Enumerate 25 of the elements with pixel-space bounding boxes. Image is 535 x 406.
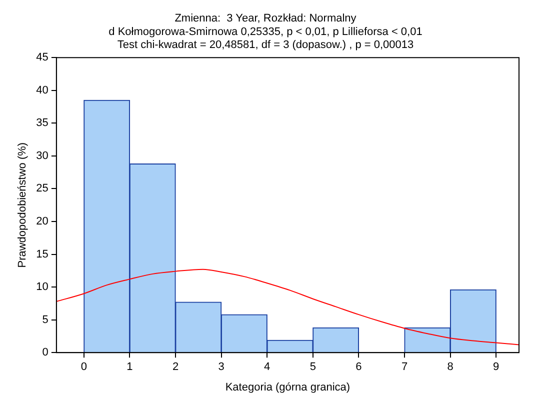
line-series — [56, 268, 519, 346]
x-axis-title: Kategoria (górna granica) — [225, 381, 350, 394]
y-tick-label: 40 — [36, 84, 48, 96]
y-tick-label: 0 — [42, 346, 48, 359]
chart-subtitle: d Kołmogorowa-Smirnowa 0,25335, p < 0,01, p Lillieforsa < 0,01 Test chi-kwadrat = 20,48581, df = 3 (dopasow.) , p = 0,00013 — [108, 26, 422, 52]
y-tick-label: 25 — [36, 182, 48, 195]
x-tick-label: 6 — [356, 361, 362, 374]
y-tick-label: 5 — [42, 314, 48, 326]
x-tick-label: 8 — [447, 361, 454, 374]
x-tick-label: 1 — [126, 361, 133, 374]
x-tick-label: 7 — [401, 361, 408, 374]
x-tick-label: 4 — [264, 361, 270, 374]
y-tick-label: 10 — [36, 281, 48, 294]
x-tick-label: 9 — [493, 361, 500, 374]
y-tick-label: 15 — [36, 248, 48, 260]
x-tick-label: 2 — [172, 361, 179, 374]
chart-title: Zmienna: 3 Year, Rozkład: Normalny — [174, 12, 357, 25]
x-tick-label: 0 — [80, 361, 87, 374]
y-tick-label: 45 — [36, 52, 48, 64]
y-axis-title: Prawdopodobieństwo (%) — [16, 142, 29, 268]
y-tick-label: 20 — [36, 216, 48, 228]
y-tick-label: 35 — [36, 117, 48, 130]
x-tick-label: 5 — [310, 361, 316, 374]
x-tick-label: 3 — [218, 361, 224, 374]
y-tick-label: 30 — [36, 150, 48, 162]
